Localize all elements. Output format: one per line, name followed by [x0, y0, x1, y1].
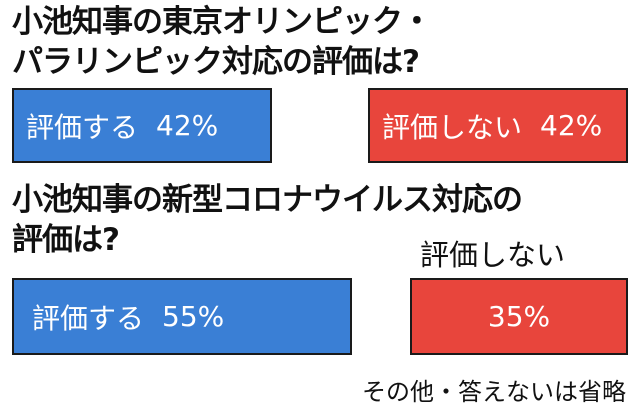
chart1-title-line1: 小池知事の東京オリンピック・ [12, 4, 432, 40]
chart2-bar-approve: 評価する 55% [12, 278, 352, 355]
chart2-bar-approve-value: 55% [162, 300, 225, 333]
chart2-title-line2: 評価は? [12, 222, 120, 258]
chart1-bar-approve-value: 42% [156, 109, 219, 142]
footnote: その他・答えないは省略 [362, 378, 626, 406]
chart1-title-line2: パラリンピック対応の評価は? [12, 44, 420, 80]
chart2-bar-approve-label: 評価する [32, 301, 145, 335]
chart2-bar-disapprove-value: 35% [487, 300, 551, 333]
chart1-bar-approve: 評価する 42% [12, 88, 272, 163]
chart2-title-line1: 小池知事の新型コロナウイルス対応の [12, 182, 523, 218]
chart1-bar-disapprove-value: 42% [540, 109, 603, 142]
chart2-bar-disapprove: 35% [410, 278, 628, 355]
chart1-bar-disapprove-label: 評価しない [382, 110, 523, 144]
chart1-bar-disapprove: 評価しない 42% [368, 88, 628, 163]
chart2-bar-disapprove-label: 評価しない [420, 238, 566, 272]
chart1-bar-approve-label: 評価する [26, 110, 139, 144]
